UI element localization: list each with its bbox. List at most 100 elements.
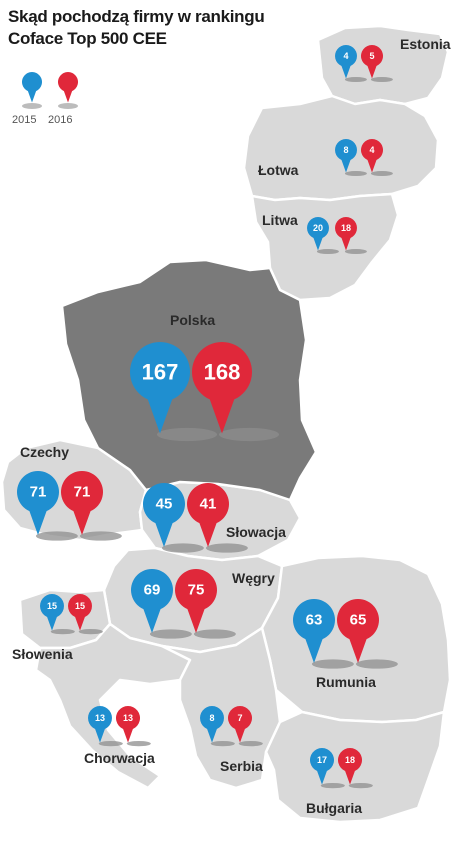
pin-marker-slowacja-2016 bbox=[187, 482, 229, 548]
pin-value-serbia-2015: 8 bbox=[209, 713, 214, 723]
pin-value-lotwa-2016: 4 bbox=[369, 145, 374, 155]
pin-shadow-slowacja-2016 bbox=[205, 543, 248, 553]
pin-shadow-czechy-2015 bbox=[35, 531, 78, 541]
pin-marker-polska-2016 bbox=[192, 341, 253, 434]
legend-shadow-a bbox=[22, 103, 42, 109]
pin-shadow-czechy-2016 bbox=[79, 531, 122, 541]
pin-shadow-slowenia-2015 bbox=[50, 628, 75, 635]
pin-marker-slowenia-2016 bbox=[68, 594, 93, 631]
legend-marker-2016 bbox=[58, 72, 79, 103]
title-line-1: Skąd pochodzą firmy w rankingu bbox=[8, 7, 265, 26]
pin-shadow-estonia-2015 bbox=[344, 77, 367, 83]
pin-value-estonia-2016: 5 bbox=[369, 51, 374, 61]
pin-shadow-serbia-2015 bbox=[210, 740, 235, 747]
pin-marker-bulgaria-2015 bbox=[310, 748, 334, 785]
pin-marker-czechy-2015 bbox=[17, 470, 60, 536]
pin-shadow-wegry-2015 bbox=[149, 629, 192, 639]
pin-marker-serbia-2016 bbox=[228, 706, 252, 743]
pin-value-polska-2016: 168 bbox=[204, 360, 241, 385]
pin-shadow-lotwa-2016 bbox=[370, 171, 393, 177]
pin-marker-slowacja-2015 bbox=[143, 482, 185, 548]
country-label-serbia: Serbia bbox=[220, 758, 263, 774]
legend-shadow-b bbox=[58, 103, 78, 109]
pin-shadow-slowenia-2016 bbox=[78, 628, 103, 635]
pin-marker-serbia-2015 bbox=[200, 706, 225, 743]
pin-rumunia-2016: 65 bbox=[337, 598, 379, 664]
pin-marker-litwa-2015 bbox=[307, 216, 329, 251]
pin-value-czechy-2015: 71 bbox=[30, 484, 47, 501]
country-label-polska: Polska bbox=[170, 312, 216, 328]
pin-shadow-wegry-2016 bbox=[193, 629, 236, 639]
pin-marker-litwa-2016 bbox=[335, 216, 357, 251]
pin-value-lotwa-2015: 8 bbox=[343, 145, 348, 155]
pin-litwa-2015: 20 bbox=[307, 216, 329, 251]
country-label-chorwacja: Chorwacja bbox=[84, 750, 155, 766]
pin-shadow-serbia-2016 bbox=[238, 740, 263, 747]
pin-estonia-2015: 4 bbox=[335, 44, 357, 79]
pin-lotwa-2015: 8 bbox=[335, 138, 357, 173]
pin-value-rumunia-2016: 65 bbox=[350, 612, 367, 629]
pin-marker-bulgaria-2016 bbox=[338, 748, 362, 785]
pin-shadow-bulgaria-2015 bbox=[320, 782, 345, 789]
pin-marker-lotwa-2016 bbox=[361, 138, 383, 173]
pin-wegry-2016: 75 bbox=[175, 568, 217, 634]
pin-chorwacja-2015: 13 bbox=[88, 706, 112, 743]
pin-shadow-rumunia-2016 bbox=[355, 659, 398, 669]
country-label-lotwa: Łotwa bbox=[258, 162, 299, 178]
pin-value-estonia-2015: 4 bbox=[343, 51, 348, 61]
pin-shadow-slowacja-2015 bbox=[161, 543, 204, 553]
pin-marker-rumunia-2015 bbox=[293, 598, 336, 664]
pin-shadow-litwa-2015 bbox=[316, 249, 339, 255]
country-label-bulgaria: Bułgaria bbox=[306, 800, 363, 816]
pin-bulgaria-2015: 17 bbox=[310, 748, 334, 785]
pin-marker-rumunia-2016 bbox=[337, 598, 379, 664]
pin-serbia-2015: 8 bbox=[200, 706, 225, 743]
pin-litwa-2016: 18 bbox=[335, 216, 357, 251]
pin-bulgaria-2016: 18 bbox=[338, 748, 362, 785]
pin-shadow-polska-2016 bbox=[219, 427, 279, 442]
pin-slowacja-2016: 41 bbox=[187, 482, 229, 548]
pin-value-slowacja-2016: 41 bbox=[200, 496, 217, 513]
pin-marker-estonia-2015 bbox=[335, 44, 357, 79]
pin-marker-lotwa-2015 bbox=[335, 138, 357, 173]
pin-value-czechy-2016: 71 bbox=[74, 484, 91, 501]
legend: 2015 2016 bbox=[10, 70, 90, 130]
pin-value-slowenia-2016: 15 bbox=[75, 601, 85, 611]
pin-value-litwa-2015: 20 bbox=[313, 223, 323, 233]
country-shape-serbia bbox=[160, 626, 282, 790]
legend-marker-2015 bbox=[22, 72, 43, 103]
pin-value-litwa-2016: 18 bbox=[341, 223, 351, 233]
pin-slowenia-2015: 15 bbox=[40, 594, 64, 631]
legend-label-2016: 2016 bbox=[48, 114, 73, 126]
pin-slowenia-2016: 15 bbox=[68, 594, 93, 631]
pin-value-wegry-2015: 69 bbox=[144, 582, 161, 599]
pin-value-slowacja-2015: 45 bbox=[156, 496, 173, 513]
map-title: Skąd pochodzą firmy w rankingu Coface To… bbox=[8, 6, 265, 50]
pin-marker-chorwacja-2016 bbox=[116, 706, 140, 743]
pin-shadow-litwa-2016 bbox=[344, 249, 367, 255]
pin-lotwa-2016: 4 bbox=[361, 138, 383, 173]
country-label-slowacja: Słowacja bbox=[226, 524, 286, 540]
legend-markers bbox=[22, 72, 79, 109]
country-shape-lithuania bbox=[250, 192, 400, 302]
pin-value-bulgaria-2015: 17 bbox=[317, 755, 327, 765]
pin-value-bulgaria-2016: 18 bbox=[345, 755, 355, 765]
country-label-czechy: Czechy bbox=[20, 444, 70, 460]
pin-value-chorwacja-2016: 13 bbox=[123, 713, 133, 723]
pin-serbia-2016: 7 bbox=[228, 706, 252, 743]
pin-polska-2015: 167 bbox=[130, 341, 191, 434]
title-line-2: Coface Top 500 CEE bbox=[8, 29, 167, 48]
legend-label-2015: 2015 bbox=[12, 114, 37, 126]
pin-shadow-chorwacja-2016 bbox=[126, 740, 151, 747]
country-label-slowenia: Słowenia bbox=[12, 646, 73, 662]
country-label-litwa: Litwa bbox=[262, 212, 298, 228]
pin-estonia-2016: 5 bbox=[361, 44, 383, 79]
pin-czechy-2015: 71 bbox=[17, 470, 60, 536]
pin-marker-czechy-2016 bbox=[60, 470, 103, 536]
pin-shadow-rumunia-2015 bbox=[311, 659, 354, 669]
pin-value-polska-2015: 167 bbox=[142, 360, 179, 385]
pin-marker-slowenia-2015 bbox=[40, 594, 64, 631]
pin-value-wegry-2016: 75 bbox=[188, 582, 205, 599]
pin-polska-2016: 168 bbox=[192, 341, 253, 434]
